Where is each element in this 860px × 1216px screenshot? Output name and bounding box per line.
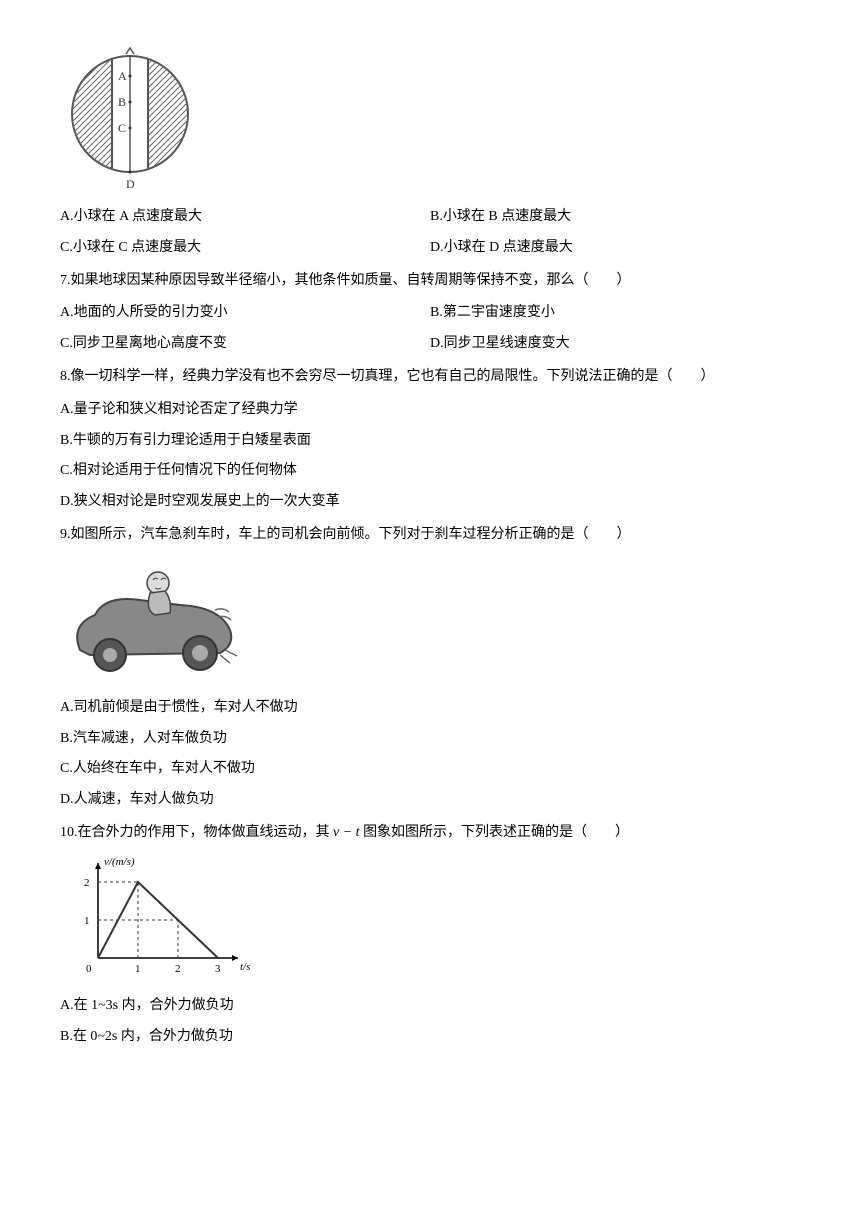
q6-option-d: D.小球在 D 点速度最大: [430, 233, 800, 264]
q6-option-a: A.小球在 A 点速度最大: [60, 202, 430, 233]
q6-figure: A B C D: [60, 44, 800, 194]
label-b: B: [118, 95, 126, 109]
q6-options-row1: A.小球在 A 点速度最大 B.小球在 B 点速度最大: [60, 202, 800, 233]
q10-stem-var: v − t: [333, 825, 360, 840]
q9-option-c: C.人始终在车中，车对人不做功: [60, 754, 800, 785]
q10-option-a: A.在 1~3s 内，合外力做负功: [60, 991, 800, 1022]
svg-text:1: 1: [84, 915, 90, 927]
q8-stem: 8.像一切科学一样，经典力学没有也不会穷尽一切真理，它也有自己的局限性。下列说法…: [60, 362, 800, 393]
q10-stem-prefix: 10.在合外力的作用下，物体做直线运动，其: [60, 825, 333, 840]
svg-text:3: 3: [215, 963, 221, 975]
circle-diagram: A B C D: [60, 44, 200, 194]
svg-text:2: 2: [175, 963, 181, 975]
label-a: A: [118, 69, 127, 83]
svg-text:1: 1: [135, 963, 141, 975]
q7-option-a: A.地面的人所受的引力变小: [60, 298, 430, 329]
label-d: D: [126, 177, 135, 191]
q7-stem: 7.如果地球因某种原因导致半径缩小，其他条件如质量、自转周期等保持不变，那么（ …: [60, 266, 800, 297]
q8-option-c: C.相对论适用于任何情况下的任何物体: [60, 456, 800, 487]
q8-option-d: D.狭义相对论是时空观发展史上的一次大变革: [60, 487, 800, 518]
q9-stem: 9.如图所示，汽车急刹车时，车上的司机会向前倾。下列对于刹车过程分析正确的是（ …: [60, 520, 800, 551]
q9-figure: [60, 555, 800, 685]
q6-option-b: B.小球在 B 点速度最大: [430, 202, 800, 233]
svg-text:0: 0: [86, 963, 92, 975]
svg-text:2: 2: [84, 877, 90, 889]
q10-option-b: B.在 0~2s 内，合外力做负功: [60, 1022, 800, 1053]
q9-option-d: D.人减速，车对人做负功: [60, 785, 800, 816]
q7-options-row1: A.地面的人所受的引力变小 B.第二宇宙速度变小: [60, 298, 800, 329]
q8-option-a: A.量子论和狭义相对论否定了经典力学: [60, 395, 800, 426]
q6-option-c: C.小球在 C 点速度最大: [60, 233, 430, 264]
svg-text:t/s: t/s: [240, 961, 250, 973]
q7-option-d: D.同步卫星线速度变大: [430, 329, 800, 360]
q7-options-row2: C.同步卫星离地心高度不变 D.同步卫星线速度变大: [60, 329, 800, 360]
car-braking-illustration: [60, 555, 250, 685]
q7-option-c: C.同步卫星离地心高度不变: [60, 329, 430, 360]
q7-option-b: B.第二宇宙速度变小: [430, 298, 800, 329]
q10-stem: 10.在合外力的作用下，物体做直线运动，其 v − t 图象如图所示，下列表述正…: [60, 818, 800, 849]
q9-option-a: A.司机前倾是由于惯性，车对人不做功: [60, 693, 800, 724]
q9-option-b: B.汽车减速，人对车做负功: [60, 724, 800, 755]
vt-line-chart: 1 2 3 1 2 0 v/(m/s) t/s: [60, 853, 260, 983]
q10-chart: 1 2 3 1 2 0 v/(m/s) t/s: [60, 853, 800, 983]
label-c: C: [118, 121, 126, 135]
svg-text:v/(m/s): v/(m/s): [104, 856, 135, 868]
q8-option-b: B.牛顿的万有引力理论适用于白矮星表面: [60, 426, 800, 457]
q10-stem-suffix: 图象如图所示，下列表述正确的是（ ）: [360, 825, 630, 840]
q6-options-row2: C.小球在 C 点速度最大 D.小球在 D 点速度最大: [60, 233, 800, 264]
